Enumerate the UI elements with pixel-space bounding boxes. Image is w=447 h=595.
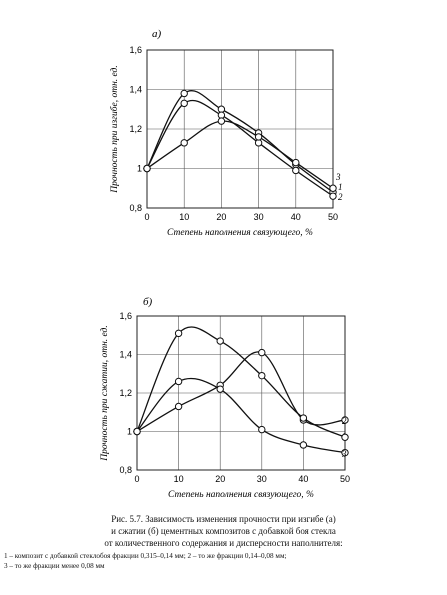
panel-label: б) (143, 296, 153, 308)
figure-caption-line2: и сжатии (б) цементных композитов с доба… (111, 526, 336, 536)
data-point (216, 337, 224, 345)
data-point (258, 348, 266, 357)
y-tick-label: 1,4 (119, 350, 132, 360)
y-axis-title: Прочность при изгибе, отн. ед. (109, 65, 120, 193)
data-point (180, 99, 188, 108)
y-tick-label: 1 (137, 164, 142, 174)
data-point (258, 371, 266, 380)
legend-line1: 1 – композит с добавкой стеклобоя фракци… (4, 552, 287, 560)
data-point (292, 166, 300, 175)
data-point (143, 164, 151, 173)
data-point (174, 377, 183, 386)
figure-caption-line3: от количественного содержания и дисперсн… (104, 538, 343, 548)
legend-line2: 3 – то же фракции менее 0,08 мм (4, 562, 105, 570)
x-tick-label: 40 (291, 212, 301, 222)
x-tick-label: 0 (144, 212, 149, 222)
x-tick-label: 10 (174, 474, 184, 484)
x-axis-title: Степень наполнения связующего, % (167, 228, 313, 238)
series-label-3: 3 (335, 172, 341, 182)
series-line-2 (136, 326, 346, 438)
y-tick-label: 1,2 (119, 388, 132, 398)
series-line-1 (136, 351, 346, 433)
x-axis-title: Степень наполнения связующего, % (168, 490, 314, 500)
series-line-3 (136, 377, 346, 454)
x-tick-label: 20 (215, 474, 225, 484)
y-tick-label: 0,8 (129, 203, 142, 213)
data-point (216, 385, 224, 393)
y-tick-label: 1,4 (129, 85, 142, 95)
y-tick-label: 0,8 (119, 465, 132, 475)
y-tick-label: 1,6 (119, 311, 132, 321)
data-point (217, 117, 226, 125)
y-tick-label: 1,6 (129, 45, 142, 55)
x-tick-label: 40 (298, 474, 308, 484)
x-tick-label: 10 (179, 212, 189, 222)
data-point (258, 425, 266, 434)
data-point (292, 158, 300, 167)
data-point (254, 133, 263, 141)
series-label-2: 2 (338, 192, 343, 202)
data-point (329, 192, 337, 200)
series-line-3 (146, 120, 334, 189)
data-point (341, 433, 349, 441)
plot-frame (146, 49, 334, 209)
plot-frame (136, 315, 346, 471)
x-tick-label: 20 (216, 212, 226, 222)
y-tick-label: 1 (127, 427, 132, 437)
data-point (299, 414, 308, 422)
x-tick-label: 50 (328, 212, 338, 222)
data-point (341, 448, 349, 457)
x-tick-label: 30 (257, 474, 267, 484)
series-label-1: 1 (338, 182, 343, 192)
y-axis-title: Прочность при сжатии, отн. ед. (99, 325, 110, 461)
y-tick-label: 1,2 (129, 124, 142, 134)
data-point (299, 441, 308, 449)
x-tick-label: 50 (340, 474, 350, 484)
x-tick-label: 0 (134, 474, 139, 484)
data-point (341, 416, 349, 424)
data-point (180, 139, 188, 147)
data-point (174, 329, 183, 338)
data-point (180, 89, 188, 98)
x-tick-label: 30 (254, 212, 264, 222)
figure-caption-line1: Рис. 5.7. Зависимость изменения прочност… (111, 514, 336, 524)
data-point (174, 402, 183, 411)
data-point (133, 427, 141, 436)
series-label-2: 2 (342, 416, 347, 426)
panel-label: а) (152, 28, 162, 40)
data-point (329, 184, 337, 192)
series-label-3: 3 (341, 449, 347, 459)
